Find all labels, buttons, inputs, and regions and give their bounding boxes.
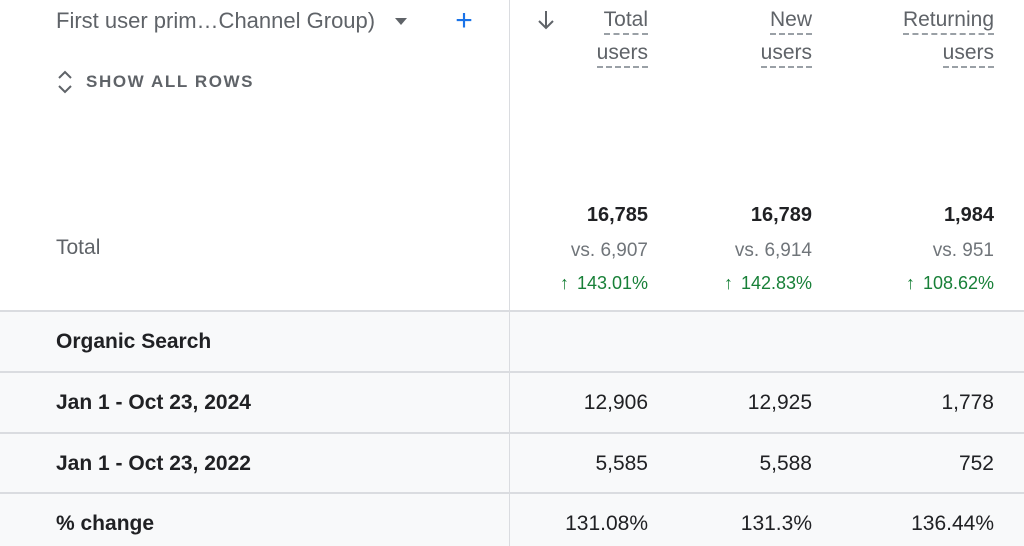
row-label: Jan 1 - Oct 23, 2024 <box>56 391 251 414</box>
total-users-compare: vs. 6,907 <box>570 240 648 261</box>
group-row <box>0 312 1024 372</box>
group-label: Organic Search <box>56 330 212 353</box>
sort-descending-icon[interactable] <box>534 6 558 36</box>
divider <box>0 432 1024 434</box>
total-users-change: ↑ 143.01% <box>488 273 648 294</box>
row-label: % change <box>56 512 155 535</box>
dimension-selector[interactable]: First user prim…Channel Group) <box>56 8 408 34</box>
show-all-rows-button[interactable]: SHOW ALL ROWS <box>56 68 254 96</box>
column-header-line1: Returning <box>902 6 994 35</box>
returning-users-cell: 752 <box>958 452 994 475</box>
column-header-total-users[interactable]: Total users <box>548 3 648 69</box>
row-label: Jan 1 - Oct 23, 2022 <box>56 452 251 475</box>
divider <box>0 492 1024 494</box>
returning-users-cell: 136.44% <box>911 512 994 535</box>
dropdown-arrow-icon[interactable] <box>395 17 408 25</box>
table-row <box>0 494 1024 546</box>
returning-users-cell: 1,778 <box>941 391 994 414</box>
total-users-cell: 12,906 <box>583 391 648 414</box>
column-header-line2: users <box>942 39 994 68</box>
unfold-icon <box>58 70 72 94</box>
new-users-value: 16,789 <box>750 204 812 226</box>
column-header-line2: users <box>596 39 648 68</box>
table-row <box>0 434 1024 493</box>
new-users-change: ↑ 142.83% <box>652 273 812 294</box>
column-header-line2: users <box>760 39 812 68</box>
total-users-value: 16,785 <box>586 204 648 226</box>
totals-label: Total <box>56 236 101 259</box>
arrow-up-icon: ↑ <box>723 273 733 293</box>
change-value: 108.62% <box>922 273 994 293</box>
new-users-cell: 12,925 <box>747 391 812 414</box>
column-header-new-users[interactable]: New users <box>712 3 812 69</box>
arrow-up-icon: ↑ <box>559 273 569 293</box>
new-users-compare: vs. 6,914 <box>734 240 812 261</box>
returning-users-change: ↑ 108.62% <box>834 273 994 294</box>
show-all-rows-label: SHOW ALL ROWS <box>86 72 255 91</box>
returning-users-compare: vs. 951 <box>932 240 994 261</box>
column-divider <box>509 0 510 546</box>
total-users-cell: 131.08% <box>565 512 648 535</box>
new-users-cell: 131.3% <box>740 512 812 535</box>
returning-users-value: 1,984 <box>943 204 994 226</box>
column-header-returning-users[interactable]: Returning users <box>864 3 994 69</box>
change-value: 142.83% <box>740 273 812 293</box>
new-users-cell: 5,588 <box>759 452 812 475</box>
total-users-cell: 5,585 <box>595 452 648 475</box>
divider <box>0 310 1024 312</box>
column-divider <box>509 312 510 546</box>
column-header-line1: Total <box>603 6 648 35</box>
divider <box>0 371 1024 373</box>
table-row <box>0 373 1024 433</box>
dimension-label: First user prim…Channel Group) <box>56 8 376 33</box>
arrow-up-icon: ↑ <box>905 273 915 293</box>
add-dimension-icon[interactable]: + <box>455 4 473 37</box>
change-value: 143.01% <box>576 273 648 293</box>
column-header-line1: New <box>769 6 812 35</box>
